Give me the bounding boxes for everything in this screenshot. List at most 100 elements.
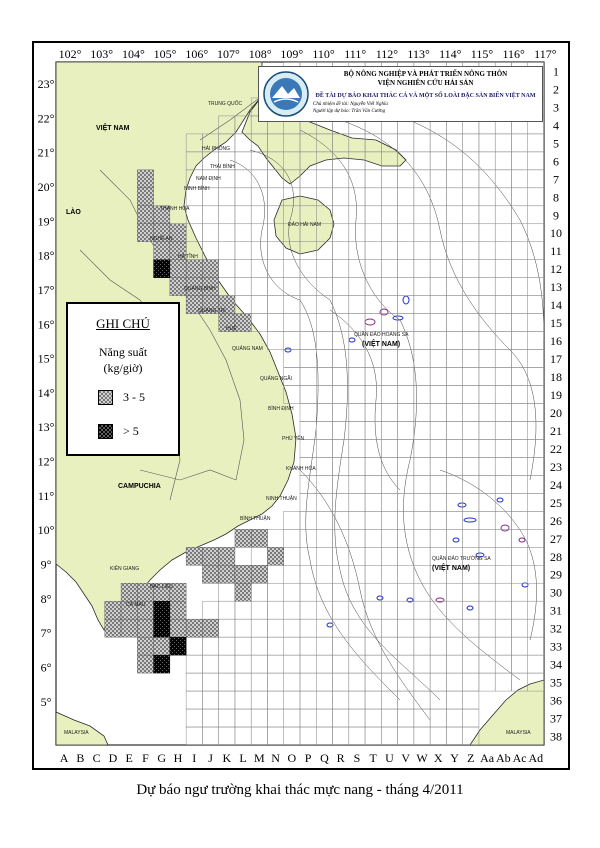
forecast-cell-mid <box>185 547 203 566</box>
province-label: HUẾ <box>226 325 237 332</box>
province-label: NGHỆ AN <box>150 234 173 242</box>
province-label: QUẢNG TRỊ <box>198 307 226 314</box>
row-label: 19 <box>550 388 562 402</box>
forecast-cell-high <box>169 636 187 656</box>
longitude-label: 105° <box>154 47 177 61</box>
label-vietnam: VIỆT NAM <box>96 123 130 132</box>
legend-subtitle: Năng suất (kg/giờ) <box>68 344 178 376</box>
column-label: C <box>93 751 101 765</box>
latitude-label: 13° <box>38 420 55 434</box>
row-label: 32 <box>550 622 562 636</box>
row-label: 33 <box>550 640 562 654</box>
row-labels: 1234567891011121314151617181920212223242… <box>550 64 562 743</box>
row-label: 8 <box>553 190 559 204</box>
label-paracel: QUẦN ĐẢO HOÀNG SA <box>354 331 409 338</box>
forecast-cell-mid <box>218 565 236 584</box>
forecast-cell-high <box>153 618 171 638</box>
legend-item-mid: 3 - 5 <box>98 390 145 405</box>
row-label: 29 <box>550 568 562 582</box>
label-china: TRUNG QUỐC <box>208 100 243 107</box>
forecast-cell-mid <box>169 601 187 620</box>
latitude-label: 15° <box>38 352 55 366</box>
forecast-cell-mid <box>250 529 268 548</box>
header-project: ĐỀ TÀI DỰ BÁO KHAI THÁC CÁ VÀ MỘT SỐ LOÀ… <box>315 93 536 99</box>
latitude-label: 23° <box>38 77 55 91</box>
province-label: QUẢNG NAM <box>232 345 263 352</box>
forecast-cell-mid <box>120 618 138 638</box>
longitude-label: 116° <box>502 47 525 61</box>
longitude-label: 110° <box>312 47 335 61</box>
column-label: I <box>192 751 196 765</box>
latitude-label: 12° <box>38 455 55 469</box>
province-label: BẠC LIÊU <box>150 582 173 590</box>
forecast-cell-mid <box>169 618 187 638</box>
forecast-cell-mid <box>104 601 122 620</box>
province-label: PHÚ YÊN <box>282 434 305 442</box>
longitude-label: 117° <box>534 47 557 61</box>
column-label: M <box>254 751 265 765</box>
row-label: 16 <box>550 334 562 348</box>
column-label: N <box>271 751 280 765</box>
legend-swatch-mid <box>98 390 113 405</box>
forecast-cell-mid <box>185 618 203 638</box>
legend-item-high: > 5 <box>98 424 139 439</box>
row-label: 26 <box>550 514 562 528</box>
label-laos: LÀO <box>66 207 81 216</box>
column-label: W <box>416 751 428 765</box>
label-cambodia: CAMPUCHIA <box>118 483 161 490</box>
column-label: Ab <box>496 751 511 765</box>
latitude-label: 17° <box>38 283 55 297</box>
row-label: 34 <box>550 658 562 672</box>
longitude-label: 103° <box>90 47 113 61</box>
column-label: B <box>76 751 84 765</box>
forecast-cell-mid <box>234 313 252 332</box>
row-label: 35 <box>550 676 562 690</box>
forecast-cell-mid <box>137 205 154 224</box>
column-label: V <box>401 751 410 765</box>
label-malaysia-west: MALAYSIA <box>64 730 89 736</box>
column-label: Aa <box>480 751 495 765</box>
longitude-label: 114° <box>439 47 462 61</box>
forecast-cell-mid <box>234 529 252 548</box>
institute-logo-icon <box>263 71 309 117</box>
latitude-label: 8° <box>41 592 52 606</box>
latitude-label: 5° <box>41 695 52 709</box>
title-block: BỘ NÔNG NGHIỆP VÀ PHÁT TRIỂN NÔNG THÔN V… <box>258 66 543 122</box>
row-label: 12 <box>550 262 562 276</box>
header-ministry: BỘ NÔNG NGHIỆP VÀ PHÁT TRIỂN NÔNG THÔN <box>343 70 508 78</box>
row-label: 28 <box>550 550 562 564</box>
province-label: THANH HÓA <box>160 205 190 212</box>
latitude-labels: 23° 22° 21° 20° 19° 18° 17° 16° 15° 14° 13° 12° 11° 1… <box>38 77 55 709</box>
latitude-label: 9° <box>41 558 52 572</box>
column-label: Q <box>320 751 329 765</box>
forecast-cell-mid <box>250 565 268 584</box>
column-label: O <box>288 751 297 765</box>
forecast-cell-high <box>153 259 171 278</box>
column-label: K <box>222 751 231 765</box>
header-institute: VIỆN NGHIÊN CỨU HẢI SẢN <box>377 79 474 87</box>
forecast-cell-mid <box>202 547 219 566</box>
column-label: T <box>370 751 378 765</box>
column-label: D <box>109 751 118 765</box>
column-label: E <box>126 751 133 765</box>
forecast-cell-mid <box>267 547 284 566</box>
row-label: 17 <box>550 352 562 366</box>
forecast-cell-mid <box>234 583 252 602</box>
legend-label-mid: 3 - 5 <box>123 390 145 404</box>
latitude-label: 16° <box>38 317 55 331</box>
province-label: BÌNH ĐỊNH <box>268 405 294 412</box>
row-label: 5 <box>553 136 559 150</box>
label-malaysia-east: MALAYSIA <box>506 730 531 736</box>
longitude-label: 109° <box>280 47 303 61</box>
row-label: 23 <box>550 460 562 474</box>
forecast-cell-mid <box>153 636 171 656</box>
latitude-label: 14° <box>38 386 55 400</box>
column-label: F <box>142 751 149 765</box>
province-label: HẢI PHÒNG <box>202 145 230 152</box>
longitude-label: 108° <box>249 47 272 61</box>
province-label: THÁI BÌNH <box>210 163 235 170</box>
forecast-cell-mid <box>137 636 154 656</box>
longitude-label: 104° <box>122 47 145 61</box>
malaysia-land <box>56 711 109 745</box>
